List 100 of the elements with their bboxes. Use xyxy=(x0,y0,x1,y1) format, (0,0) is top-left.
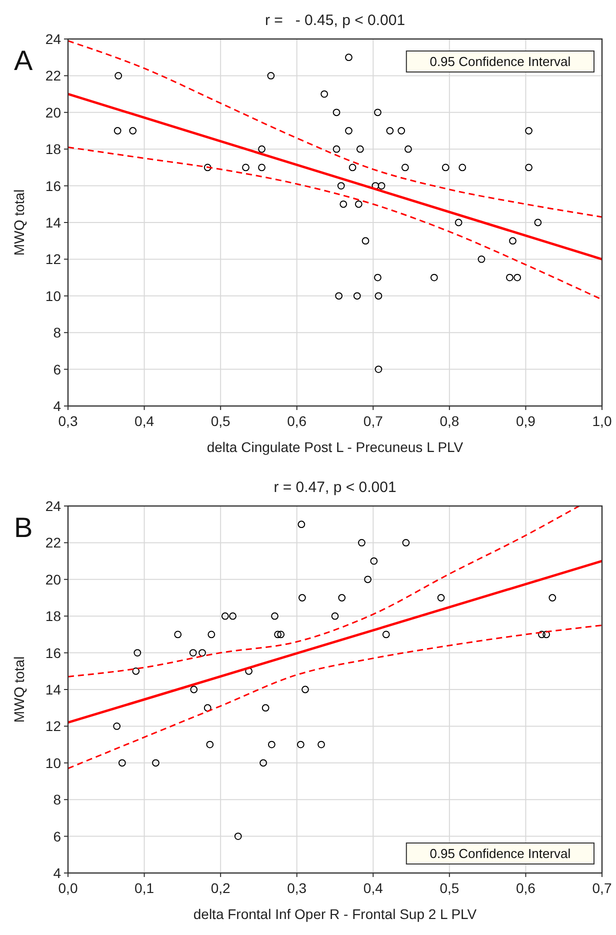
text: B xyxy=(14,512,33,543)
y-tick-label: 18 xyxy=(45,141,62,158)
point xyxy=(404,145,412,153)
point xyxy=(340,200,348,208)
point xyxy=(320,90,328,98)
point xyxy=(442,164,450,172)
point xyxy=(374,366,382,373)
x-tick-label: 0,4 xyxy=(363,880,384,896)
x-tick-label: 0,1 xyxy=(134,880,154,896)
point xyxy=(113,722,121,730)
point xyxy=(372,182,380,190)
point xyxy=(332,145,340,153)
point xyxy=(332,108,340,116)
point xyxy=(129,127,137,134)
y-tick-label: 6 xyxy=(53,361,62,378)
x-tick-label: 0,0 xyxy=(58,880,78,896)
chart-title: r = 0.47, p < 0.001 xyxy=(274,479,396,496)
y-tick-label: 10 xyxy=(45,754,62,771)
point xyxy=(189,649,197,656)
point xyxy=(382,630,390,638)
point xyxy=(331,612,339,620)
y-tick-label: 20 xyxy=(45,104,62,120)
point xyxy=(509,237,516,245)
point xyxy=(534,218,542,226)
point xyxy=(430,274,438,282)
x-axis-title: delta Cingulate Post L - Precuneus L PLV xyxy=(206,439,464,455)
point xyxy=(114,127,122,134)
point xyxy=(190,686,198,694)
x-tick-label: 0,8 xyxy=(440,413,460,429)
chart-title: r = - 0.45, p < 0.001 xyxy=(264,12,406,29)
point xyxy=(454,218,462,226)
point xyxy=(274,630,282,638)
y-tick-label: 14 xyxy=(45,214,62,230)
point xyxy=(260,759,267,767)
point xyxy=(234,832,242,840)
annotation: 0.95 Confidence Interval xyxy=(430,846,571,861)
point xyxy=(364,576,372,584)
point xyxy=(542,630,550,638)
point xyxy=(353,292,361,300)
point xyxy=(378,182,386,190)
point xyxy=(374,108,382,116)
point xyxy=(362,237,370,245)
y-tick-label: 24 xyxy=(45,31,62,47)
point xyxy=(277,630,285,638)
point xyxy=(374,292,382,300)
y-tick-label: 22 xyxy=(45,534,62,551)
point xyxy=(204,164,212,172)
point xyxy=(356,145,364,153)
x-tick-label: 0,3 xyxy=(58,413,78,429)
x-tick-label: 0,2 xyxy=(210,880,231,896)
point xyxy=(114,72,122,80)
line-series xyxy=(68,506,580,678)
y-tick-label: 4 xyxy=(53,865,62,881)
point xyxy=(271,612,278,620)
point xyxy=(401,164,409,172)
line-series xyxy=(68,40,602,218)
point xyxy=(337,182,345,190)
line-series xyxy=(68,146,602,300)
point xyxy=(345,127,352,134)
point xyxy=(206,740,214,748)
point xyxy=(386,127,394,134)
y-axis-title: MWQ total xyxy=(11,656,27,723)
x-tick-label: 0,5 xyxy=(210,413,231,429)
y-tick-label: 10 xyxy=(45,288,62,304)
point xyxy=(370,557,378,565)
point xyxy=(134,649,142,656)
y-tick-label: 12 xyxy=(45,718,62,734)
point xyxy=(204,704,212,712)
point xyxy=(506,274,514,282)
point xyxy=(221,612,229,620)
y-tick-label: 22 xyxy=(45,68,62,84)
point xyxy=(258,164,266,172)
point xyxy=(198,649,206,656)
point xyxy=(118,759,126,767)
point xyxy=(335,292,343,300)
x-tick-label: 0,6 xyxy=(287,413,307,429)
x-axis-title: delta Frontal Inf Oper R - Frontal Sup 2 L PLV xyxy=(193,906,478,922)
y-tick-label: 8 xyxy=(53,324,62,341)
point xyxy=(514,274,522,282)
point xyxy=(132,667,140,675)
point xyxy=(345,54,352,62)
point xyxy=(242,164,250,172)
point xyxy=(318,740,325,748)
x-tick-label: 0,3 xyxy=(287,880,307,896)
point xyxy=(538,630,546,638)
point xyxy=(338,594,346,602)
point xyxy=(258,145,266,153)
point xyxy=(267,72,275,80)
x-tick-label: 0,7 xyxy=(592,880,612,896)
text: A xyxy=(14,45,33,76)
y-tick-label: 18 xyxy=(45,608,62,624)
point xyxy=(229,612,236,620)
point xyxy=(354,200,362,208)
point xyxy=(174,630,182,638)
point xyxy=(348,164,356,172)
point xyxy=(268,740,276,748)
y-axis-title: MWQ total xyxy=(11,189,27,256)
y-tick-label: 8 xyxy=(53,792,62,808)
point xyxy=(302,686,309,694)
point xyxy=(437,594,445,602)
